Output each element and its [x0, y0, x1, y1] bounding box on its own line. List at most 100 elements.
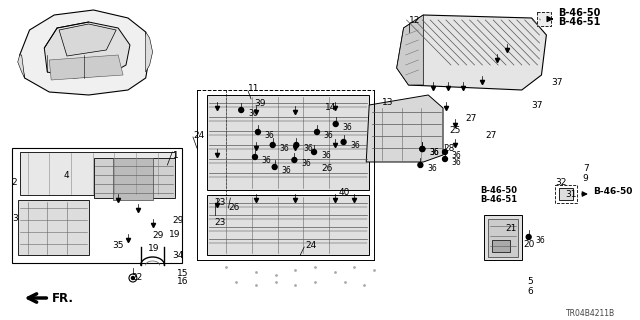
Bar	[536, 12, 551, 26]
Polygon shape	[113, 158, 152, 200]
Text: FR.: FR.	[52, 292, 74, 305]
Bar	[484, 215, 522, 260]
Text: 36: 36	[280, 143, 289, 153]
Polygon shape	[207, 95, 369, 190]
Text: 25: 25	[449, 125, 460, 134]
Text: 26: 26	[228, 203, 240, 212]
Circle shape	[272, 164, 277, 170]
Text: 39: 39	[254, 99, 266, 108]
Text: 31: 31	[565, 189, 577, 198]
Text: 11: 11	[248, 84, 260, 92]
Text: B-46-51: B-46-51	[481, 195, 518, 204]
Text: 36: 36	[452, 150, 461, 159]
Circle shape	[253, 155, 257, 159]
Bar	[488, 219, 518, 257]
Text: 29: 29	[172, 215, 184, 225]
Text: 4: 4	[64, 171, 70, 180]
Circle shape	[294, 142, 299, 148]
Text: 24: 24	[305, 241, 316, 250]
Text: 26: 26	[321, 164, 332, 172]
Circle shape	[418, 163, 423, 167]
Polygon shape	[59, 24, 116, 56]
Text: 37: 37	[551, 77, 563, 86]
Text: 36: 36	[351, 140, 360, 149]
Text: 40: 40	[339, 188, 350, 196]
Text: 36: 36	[303, 143, 313, 153]
Polygon shape	[20, 10, 150, 95]
Circle shape	[292, 157, 297, 163]
Text: 21: 21	[505, 223, 516, 233]
Text: 27: 27	[485, 131, 497, 140]
Text: 1: 1	[173, 150, 179, 159]
Polygon shape	[18, 55, 24, 78]
Text: 36: 36	[452, 157, 461, 166]
Text: B-46-50: B-46-50	[593, 187, 632, 196]
Text: 20: 20	[524, 239, 535, 249]
Text: 3: 3	[12, 213, 17, 222]
Circle shape	[420, 147, 425, 151]
Circle shape	[442, 149, 447, 155]
Text: 36: 36	[429, 148, 439, 156]
Polygon shape	[366, 95, 443, 162]
Circle shape	[255, 130, 260, 134]
Text: 36: 36	[301, 158, 311, 167]
Text: 36: 36	[429, 148, 439, 156]
Text: 36: 36	[262, 156, 271, 164]
Text: 23: 23	[214, 197, 226, 206]
Text: 6: 6	[528, 287, 533, 297]
Polygon shape	[397, 15, 547, 90]
Text: 19: 19	[170, 229, 181, 238]
Text: 27: 27	[466, 114, 477, 123]
Text: 15: 15	[177, 268, 189, 277]
Circle shape	[131, 276, 134, 279]
Text: B-46-51: B-46-51	[558, 17, 600, 27]
Text: 28: 28	[443, 143, 454, 153]
Text: 32: 32	[556, 178, 566, 187]
Polygon shape	[93, 158, 175, 198]
Bar	[556, 185, 577, 203]
Text: TR04B4211B: TR04B4211B	[566, 309, 615, 318]
Text: 36: 36	[536, 236, 545, 244]
Text: 36: 36	[248, 108, 258, 117]
Circle shape	[239, 108, 244, 113]
Circle shape	[420, 147, 425, 151]
Polygon shape	[18, 200, 88, 255]
Text: 24: 24	[193, 131, 204, 140]
Text: 29: 29	[152, 230, 164, 239]
Text: B-46-50: B-46-50	[481, 186, 517, 195]
Polygon shape	[146, 32, 152, 72]
Circle shape	[270, 142, 275, 148]
Polygon shape	[20, 152, 175, 195]
Circle shape	[312, 149, 317, 155]
Text: 23: 23	[214, 218, 226, 227]
Circle shape	[314, 130, 319, 134]
Text: B-46-50: B-46-50	[558, 8, 600, 18]
Text: 36: 36	[321, 150, 331, 159]
Text: 13: 13	[382, 98, 394, 107]
Circle shape	[333, 122, 338, 126]
Text: 36: 36	[265, 131, 275, 140]
Text: 5: 5	[528, 277, 533, 286]
Text: 36: 36	[428, 164, 437, 172]
Text: 35: 35	[112, 241, 124, 250]
Circle shape	[341, 140, 346, 145]
Polygon shape	[207, 195, 369, 255]
Polygon shape	[49, 55, 123, 80]
Bar	[492, 240, 510, 252]
Circle shape	[442, 156, 447, 162]
Text: 36: 36	[282, 165, 291, 174]
Text: 14: 14	[325, 102, 336, 111]
Bar	[12, 148, 182, 263]
Text: 12: 12	[408, 15, 420, 25]
Text: 19: 19	[148, 244, 159, 252]
Text: 9: 9	[583, 173, 589, 182]
Text: 2: 2	[12, 178, 17, 187]
Text: 37: 37	[532, 100, 543, 109]
Text: 7: 7	[583, 164, 589, 172]
Text: 36: 36	[324, 131, 333, 140]
Text: 36: 36	[342, 123, 353, 132]
Text: 16: 16	[177, 276, 189, 285]
Polygon shape	[559, 188, 573, 200]
Circle shape	[526, 235, 531, 239]
Polygon shape	[397, 15, 423, 85]
